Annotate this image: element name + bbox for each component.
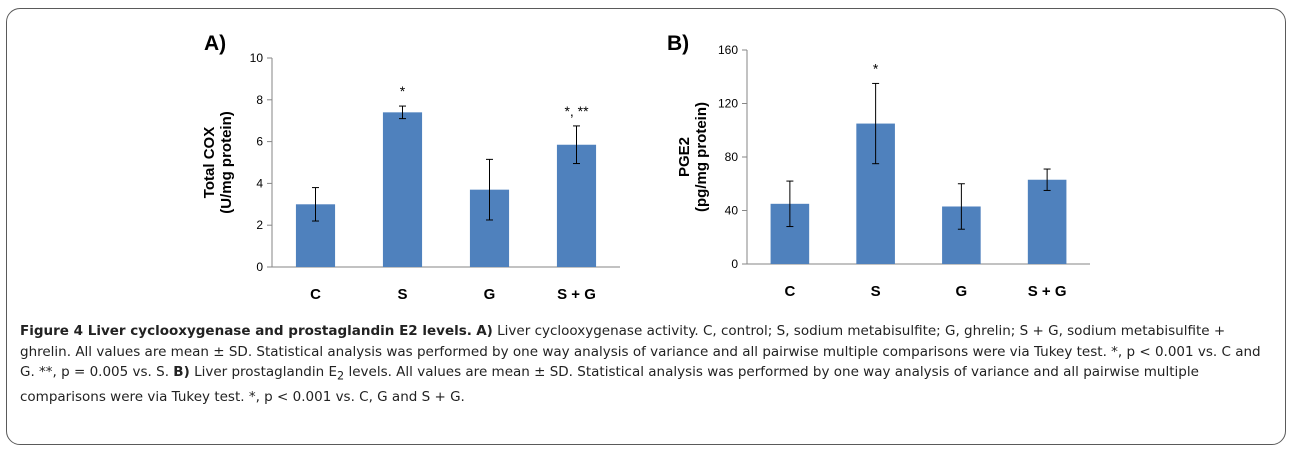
y-tick-label: 6	[256, 135, 263, 149]
y-axis-label-line: PGE2	[676, 137, 693, 177]
caption-b-label: B)	[173, 364, 190, 380]
y-tick-label: 40	[725, 204, 739, 218]
x-category-label: G	[956, 283, 968, 300]
caption-b-text-post: levels. All values are mean ± SD. Statis…	[20, 364, 1199, 406]
y-tick-label: 0	[256, 260, 263, 274]
caption-a-text: Liver cyclooxygenase activity. C, contro…	[20, 323, 1261, 380]
figure-frame	[6, 8, 1286, 445]
y-tick-label: 2	[256, 218, 263, 232]
bar	[556, 144, 597, 267]
y-tick-label: 4	[256, 176, 263, 190]
y-tick-label: 160	[718, 43, 738, 57]
y-axis-label-a: Total COX (U/mg protein)	[201, 111, 235, 214]
panel-label-a: A)	[204, 32, 226, 55]
y-axis-label-line: Total COX	[201, 127, 218, 198]
figure-caption: Figure 4 Liver cyclooxygenase and prosta…	[20, 321, 1270, 408]
y-tick-label: 80	[725, 150, 739, 164]
x-category-label: S	[871, 283, 881, 300]
x-category-label: C	[784, 283, 795, 300]
y-axis-label-b: PGE2 (pg/mg protein)	[676, 102, 710, 212]
caption-title: Figure 4 Liver cyclooxygenase and prosta…	[20, 323, 472, 339]
bar	[1027, 179, 1067, 264]
x-category-label: S + G	[1028, 283, 1067, 300]
caption-b-text-pre: Liver prostaglandin E	[194, 364, 337, 380]
significance-marker: *	[873, 60, 879, 76]
y-axis-label-line: (U/mg protein)	[218, 111, 235, 214]
significance-marker: *, **	[564, 103, 589, 119]
panel-label-b: B)	[667, 32, 689, 55]
caption-b-subscript: 2	[337, 369, 345, 383]
significance-marker: *	[400, 83, 406, 99]
x-category-label: C	[310, 286, 321, 303]
x-category-label: G	[484, 286, 496, 303]
bar	[382, 112, 423, 267]
y-tick-label: 10	[250, 51, 264, 65]
y-tick-label: 120	[718, 97, 738, 111]
chart-a: A) Total COX (U/mg protein) 0 2 4 6 8 10 C * S G *,…	[201, 32, 620, 303]
chart-b: B) PGE2 (pg/mg protein) 0 40 80 120 160 C * S G S …	[667, 32, 1090, 300]
y-tick-label: 8	[256, 93, 263, 107]
x-category-label: S + G	[557, 286, 596, 303]
y-axis-label-line: (pg/mg protein)	[693, 102, 710, 212]
y-tick-label: 0	[731, 257, 738, 271]
caption-a-label: A)	[476, 323, 493, 339]
x-category-label: S	[397, 286, 407, 303]
